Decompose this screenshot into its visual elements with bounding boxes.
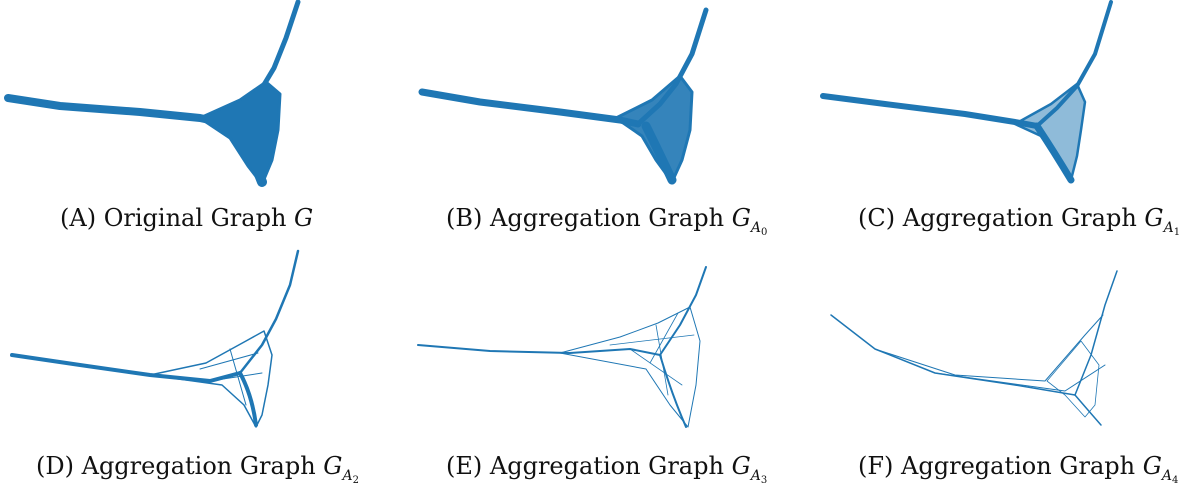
panel-d bbox=[0, 245, 380, 435]
panel-c bbox=[815, 0, 1193, 190]
graph-plot-e bbox=[417, 266, 707, 428]
caption-symbol: G bbox=[323, 452, 343, 480]
caption-symbol: G bbox=[1144, 204, 1164, 232]
caption-subscript-index: 2 bbox=[352, 475, 359, 486]
graph-plot-a bbox=[4, 0, 301, 187]
panel-f bbox=[815, 245, 1193, 435]
panel-a bbox=[0, 0, 380, 190]
caption-text: Original Graph bbox=[103, 204, 295, 232]
caption-subscript-index: 1 bbox=[1173, 227, 1181, 238]
caption-c: (C) Aggregation Graph GA1 bbox=[858, 204, 1180, 247]
caption-b: (B) Aggregation Graph GA0 bbox=[446, 204, 767, 247]
caption-subscript: A bbox=[750, 220, 761, 236]
caption-letter: (B) bbox=[446, 204, 483, 232]
caption-d: (D) Aggregation Graph GA2 bbox=[36, 452, 359, 495]
caption-text: Aggregation Graph bbox=[901, 452, 1143, 480]
caption-symbol: G bbox=[294, 204, 314, 232]
caption-subscript-index: 4 bbox=[1172, 475, 1179, 486]
caption-letter: (E) bbox=[446, 452, 483, 480]
graph-plot-b bbox=[418, 7, 709, 185]
caption-symbol: G bbox=[731, 452, 751, 480]
caption-subscript: A bbox=[1163, 220, 1174, 236]
caption-e: (E) Aggregation Graph GA3 bbox=[446, 452, 767, 495]
caption-subscript: A bbox=[1161, 468, 1172, 484]
panel-b bbox=[410, 0, 790, 190]
graph-plot-f bbox=[830, 270, 1118, 426]
caption-text: Aggregation Graph bbox=[902, 204, 1145, 232]
panel-e bbox=[410, 245, 790, 435]
caption-text: Aggregation Graph bbox=[490, 204, 732, 232]
graph-plot-d bbox=[10, 249, 300, 428]
caption-symbol: G bbox=[1142, 452, 1162, 480]
caption-letter: (F) bbox=[858, 452, 894, 480]
caption-text: Aggregation Graph bbox=[489, 452, 732, 480]
caption-letter: (A) bbox=[60, 204, 97, 232]
caption-subscript: A bbox=[750, 468, 761, 484]
caption-subscript: A bbox=[342, 468, 353, 484]
caption-a: (A) Original Graph G bbox=[60, 204, 313, 232]
caption-symbol: G bbox=[731, 204, 751, 232]
caption-subscript-index: 0 bbox=[760, 227, 768, 238]
caption-text: Aggregation Graph bbox=[81, 452, 324, 480]
caption-letter: (D) bbox=[36, 452, 74, 480]
caption-f: (F) Aggregation Graph GA4 bbox=[858, 452, 1178, 495]
caption-letter: (C) bbox=[858, 204, 896, 232]
graph-plot-c bbox=[820, 0, 1113, 184]
caption-subscript-index: 3 bbox=[760, 475, 768, 486]
